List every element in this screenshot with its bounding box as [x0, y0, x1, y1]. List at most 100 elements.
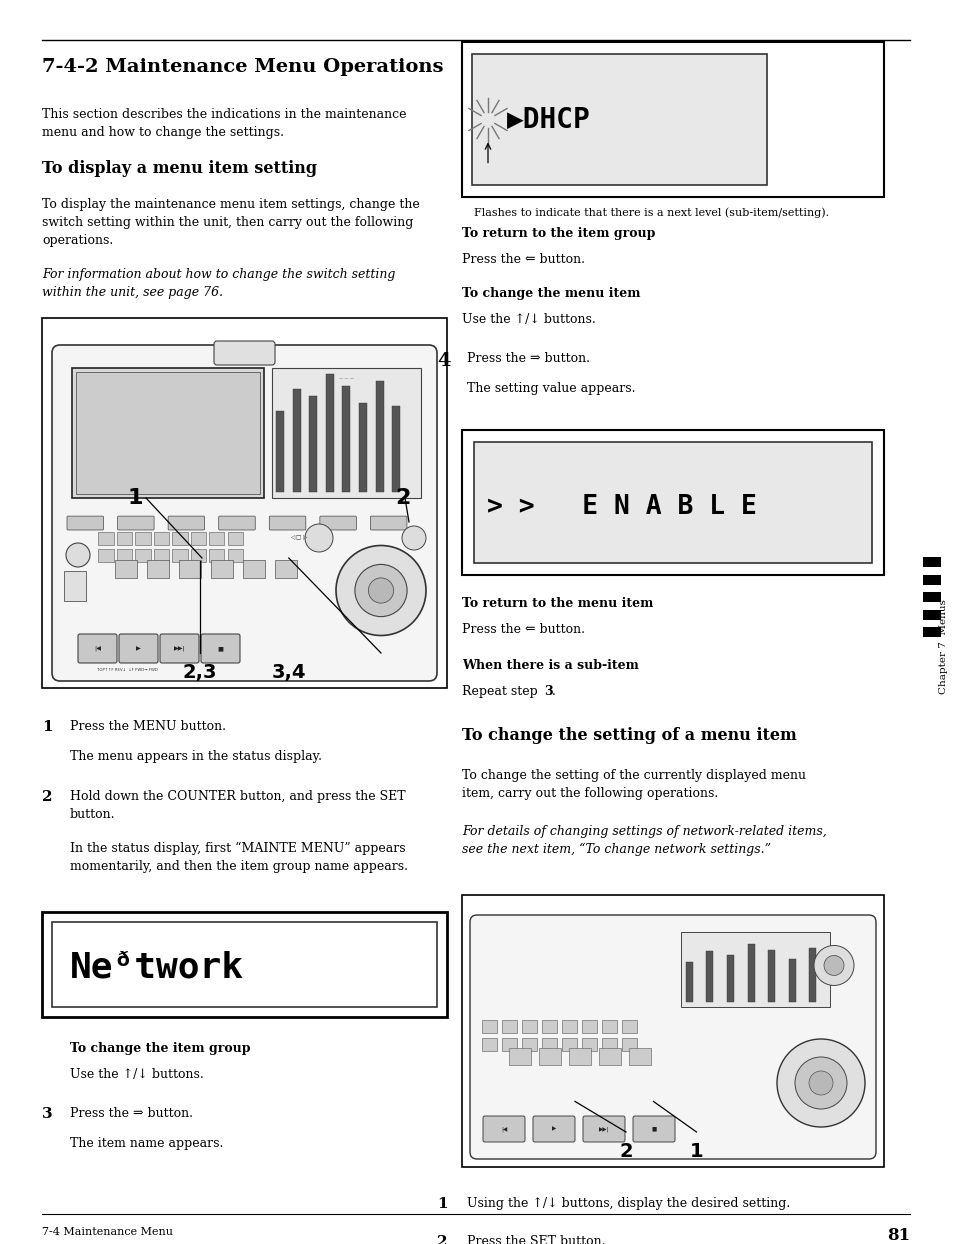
Circle shape: [808, 1071, 832, 1095]
Bar: [309, 396, 317, 491]
Bar: [923, 592, 940, 602]
Bar: [521, 1037, 537, 1051]
Bar: [461, 894, 883, 1167]
Text: 1: 1: [42, 720, 52, 734]
Bar: [923, 575, 940, 585]
Text: Press the ⇐ button.: Press the ⇐ button.: [461, 253, 584, 266]
Bar: [472, 53, 766, 185]
Bar: [191, 549, 206, 562]
Bar: [767, 950, 774, 1001]
Text: Repeat step: Repeat step: [461, 685, 541, 698]
Bar: [172, 532, 188, 545]
Bar: [42, 912, 447, 1018]
Text: The menu appears in the status display.: The menu appears in the status display.: [70, 750, 322, 763]
Circle shape: [355, 565, 407, 617]
Text: Using the ↑/↓ buttons, display the desired setting.: Using the ↑/↓ buttons, display the desir…: [467, 1197, 789, 1210]
Text: The item name appears.: The item name appears.: [70, 1137, 223, 1149]
Text: ▶DHCP: ▶DHCP: [506, 106, 590, 133]
Text: .: .: [552, 685, 556, 698]
Circle shape: [813, 945, 853, 985]
Bar: [76, 372, 259, 494]
Bar: [481, 1037, 497, 1051]
Text: |◀: |◀: [94, 646, 101, 652]
Circle shape: [823, 955, 843, 975]
Text: 1: 1: [436, 1197, 447, 1210]
FancyBboxPatch shape: [470, 916, 875, 1159]
Text: In the status display, first “MAINTE MENU” appears
momentarily, and then the ite: In the status display, first “MAINTE MEN…: [70, 842, 408, 873]
Bar: [98, 532, 113, 545]
Text: To change the item group: To change the item group: [70, 1042, 251, 1055]
FancyBboxPatch shape: [370, 516, 407, 530]
FancyBboxPatch shape: [78, 634, 117, 663]
Bar: [561, 1037, 577, 1051]
Text: ▶▶|: ▶▶|: [173, 646, 185, 652]
Text: 7-4 Maintenance Menu: 7-4 Maintenance Menu: [42, 1227, 172, 1237]
FancyBboxPatch shape: [269, 516, 306, 530]
Text: 3: 3: [543, 685, 552, 698]
Bar: [923, 557, 940, 567]
FancyBboxPatch shape: [52, 345, 436, 680]
Text: When there is a sub-item: When there is a sub-item: [461, 659, 639, 672]
Bar: [392, 407, 399, 491]
Text: To change the setting of the currently displayed menu
item, carry out the follow: To change the setting of the currently d…: [461, 769, 805, 800]
Bar: [209, 549, 224, 562]
Bar: [326, 374, 334, 491]
Bar: [172, 549, 188, 562]
Text: ▶: ▶: [136, 646, 141, 651]
Bar: [461, 430, 883, 575]
Bar: [705, 952, 713, 1001]
Bar: [153, 532, 169, 545]
Bar: [211, 560, 233, 578]
FancyBboxPatch shape: [67, 516, 104, 530]
Bar: [561, 1020, 577, 1033]
Bar: [923, 627, 940, 637]
Text: 2: 2: [618, 1142, 632, 1161]
FancyBboxPatch shape: [582, 1116, 624, 1142]
FancyBboxPatch shape: [160, 634, 199, 663]
Bar: [788, 959, 795, 1001]
Text: Hold down the COUNTER button, and press the SET
button.: Hold down the COUNTER button, and press …: [70, 790, 405, 821]
Bar: [601, 1037, 617, 1051]
Circle shape: [776, 1039, 864, 1127]
Text: Press the SET button.: Press the SET button.: [467, 1235, 605, 1244]
Bar: [568, 1047, 590, 1065]
Text: For information about how to change the switch setting
within the unit, see page: For information about how to change the …: [42, 267, 395, 299]
Text: 2: 2: [42, 790, 52, 804]
FancyBboxPatch shape: [117, 516, 154, 530]
Bar: [747, 944, 754, 1001]
Bar: [581, 1020, 597, 1033]
Circle shape: [401, 526, 426, 550]
Bar: [227, 549, 243, 562]
Bar: [726, 955, 733, 1001]
Text: To display a menu item setting: To display a menu item setting: [42, 160, 316, 177]
Bar: [179, 560, 201, 578]
Text: 1: 1: [128, 488, 143, 508]
Bar: [621, 1020, 637, 1033]
Bar: [116, 549, 132, 562]
Bar: [227, 532, 243, 545]
Text: > >   E N A B L E: > > E N A B L E: [486, 495, 756, 520]
Text: ■: ■: [651, 1127, 656, 1132]
FancyBboxPatch shape: [319, 516, 356, 530]
Bar: [501, 1037, 517, 1051]
Bar: [42, 318, 447, 688]
Bar: [274, 560, 296, 578]
Bar: [581, 1037, 597, 1051]
Bar: [461, 42, 883, 197]
Bar: [541, 1020, 557, 1033]
Text: 3: 3: [42, 1107, 52, 1121]
Bar: [538, 1047, 560, 1065]
Bar: [147, 560, 169, 578]
Bar: [209, 532, 224, 545]
FancyBboxPatch shape: [201, 634, 240, 663]
FancyBboxPatch shape: [218, 516, 255, 530]
Circle shape: [368, 578, 394, 603]
Text: Neᶞtwork: Neᶞtwork: [70, 950, 244, 984]
Text: Press the ⇒ button.: Press the ⇒ button.: [467, 352, 589, 364]
Text: 81: 81: [886, 1227, 909, 1244]
Bar: [501, 1020, 517, 1033]
Bar: [621, 1037, 637, 1051]
Circle shape: [794, 1057, 846, 1108]
Bar: [52, 922, 436, 1006]
Text: Use the ↑/↓ buttons.: Use the ↑/↓ buttons.: [70, 1069, 204, 1081]
